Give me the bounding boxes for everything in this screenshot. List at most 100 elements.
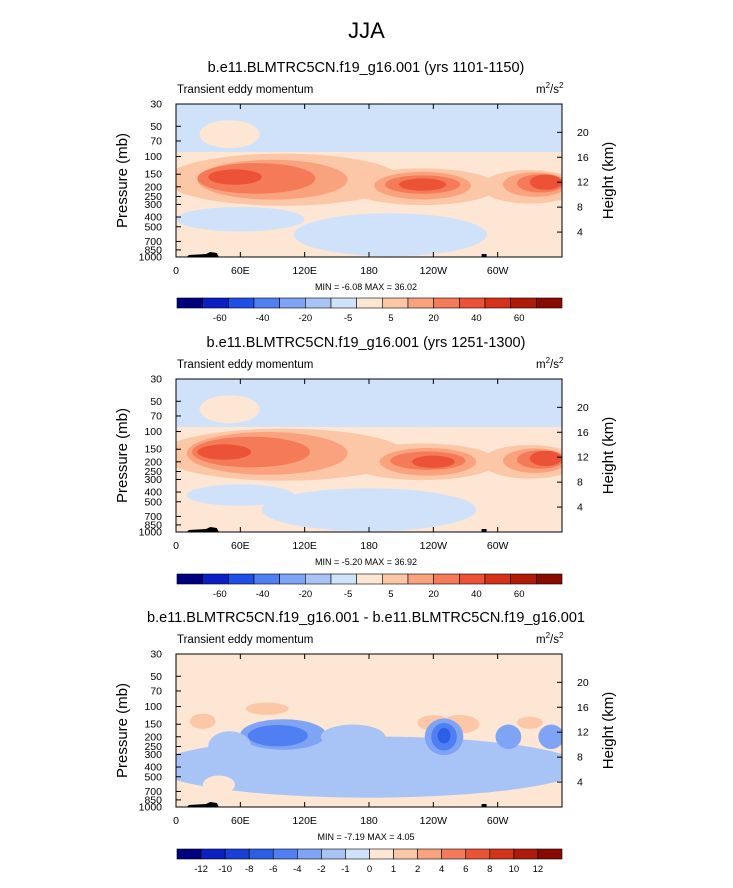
units-label: m2/s2 [536,631,564,646]
y-tick-label: 200 [144,181,162,193]
colorbar-swatch [510,297,537,309]
y-right-tick-label: 16 [577,152,589,164]
colorbar-swatch [484,573,511,585]
x-tick-label: 0 [173,815,179,827]
x-tick-label: 60W [487,540,509,552]
colorbar-swatch [465,848,491,860]
colorbar-swatch [393,848,418,860]
colorbar-swatch [356,297,383,309]
y-tick-label: 1000 [139,252,163,264]
colorbar-swatch [433,573,460,585]
y-tick-label: 300 [144,199,162,211]
field-contour [202,775,235,794]
y-tick-label: 50 [150,396,162,408]
x-tick-label: 60E [231,540,250,552]
colorbar-swatch [356,573,383,585]
field-contour [538,724,562,750]
colorbar: -60 -40 -20 -5 5 20 40 60 [176,573,563,600]
field-contour [192,436,311,468]
y-tick-label: 700 [144,786,162,798]
colorbar-swatch [382,573,409,585]
field-contour [176,206,305,232]
x-tick-label: 180 [360,815,378,827]
panel-1: b.e11.BLMTRC5CN.f19_g16.001 (yrs 1101-11… [114,60,617,324]
topography [481,529,487,532]
y-tick-label: 300 [144,749,162,761]
colorbar-label: 8 [487,864,492,875]
y-tick-label: 300 [144,474,162,486]
colorbar-label: 10 [509,864,520,875]
y-right-tick-label: 4 [577,777,583,789]
y-tick-label: 100 [144,701,162,713]
y-tick-label: 700 [144,511,162,523]
x-tick-label: 180 [360,540,378,552]
colorbar-swatch [228,297,255,309]
colorbar-label: 2 [415,864,420,875]
variable-label: Transient eddy momentum [177,359,313,371]
colorbar-label: -5 [344,589,352,600]
colorbar-label: 0 [367,864,372,875]
y-tick-label: 1000 [139,527,163,539]
colorbar-label: 6 [463,864,468,875]
y-tick-label: 500 [144,221,162,233]
colorbar-label: 20 [428,313,439,324]
field-contour [186,484,294,506]
y-right-tick-label: 20 [577,402,589,414]
colorbar-swatch [305,297,332,309]
y-tick-label: 100 [144,151,162,163]
topography [186,802,219,807]
field-contour [293,213,487,257]
colorbar-label: -60 [213,313,227,324]
field-contour [320,724,386,750]
colorbar-swatch [202,573,229,585]
colorbar-label: -20 [298,589,312,600]
x-tick-label: 120E [292,540,317,552]
y-tick-label: 500 [144,771,162,783]
colorbar-label: -8 [245,864,253,875]
y-axis-label: Pressure (mb) [114,683,131,778]
colorbar-label: -20 [298,313,312,324]
topography [481,254,487,257]
panel-title: b.e11.BLMTRC5CN.f19_g16.001 (yrs 1251-13… [207,335,526,351]
colorbar-swatch [297,848,322,860]
figure-title: JJA [348,18,385,43]
colorbar-label: 60 [514,589,525,600]
colorbar-swatch [176,573,203,585]
colorbar-swatch [279,297,306,309]
units-label: m2/s2 [536,356,564,371]
y-right-tick-label: 16 [577,702,589,714]
field-contour [208,169,262,185]
colorbar-swatch [369,848,394,860]
topography [186,252,219,257]
y-tick-label: 250 [144,741,162,753]
y-tick-label: 850 [144,519,162,531]
colorbar-label: -5 [344,313,352,324]
colorbar-label: 40 [471,589,482,600]
y-axis-label: Pressure (mb) [114,133,131,228]
heatmap-field [176,379,562,532]
colorbar-label: 12 [533,864,544,875]
y-right-tick-label: 12 [577,727,589,739]
colorbar-swatch [200,848,226,860]
y-tick-label: 400 [144,762,162,774]
panel-title: b.e11.BLMTRC5CN.f19_g16.001 (yrs 1101-11… [208,60,525,76]
colorbar-swatch [407,297,434,309]
x-tick-label: 0 [173,540,179,552]
y-tick-label: 70 [150,410,162,422]
y-tick-label: 250 [144,466,162,478]
colorbar-swatch [202,297,229,309]
colorbar-label: 60 [514,313,525,324]
y-tick-label: 30 [150,374,162,386]
field-contour [208,731,252,762]
y-tick-label: 200 [144,731,162,743]
field-contour [247,724,308,747]
colorbar-label: -40 [256,589,270,600]
colorbar-label: 4 [439,864,444,875]
y-tick-label: 50 [150,121,162,133]
colorbar-label: 40 [471,313,482,324]
y-tick-label: 150 [144,169,162,181]
field-contour [495,724,522,750]
variable-label: Transient eddy momentum [177,634,313,646]
y-tick-label: 150 [144,719,162,731]
colorbar-swatch [176,848,202,860]
